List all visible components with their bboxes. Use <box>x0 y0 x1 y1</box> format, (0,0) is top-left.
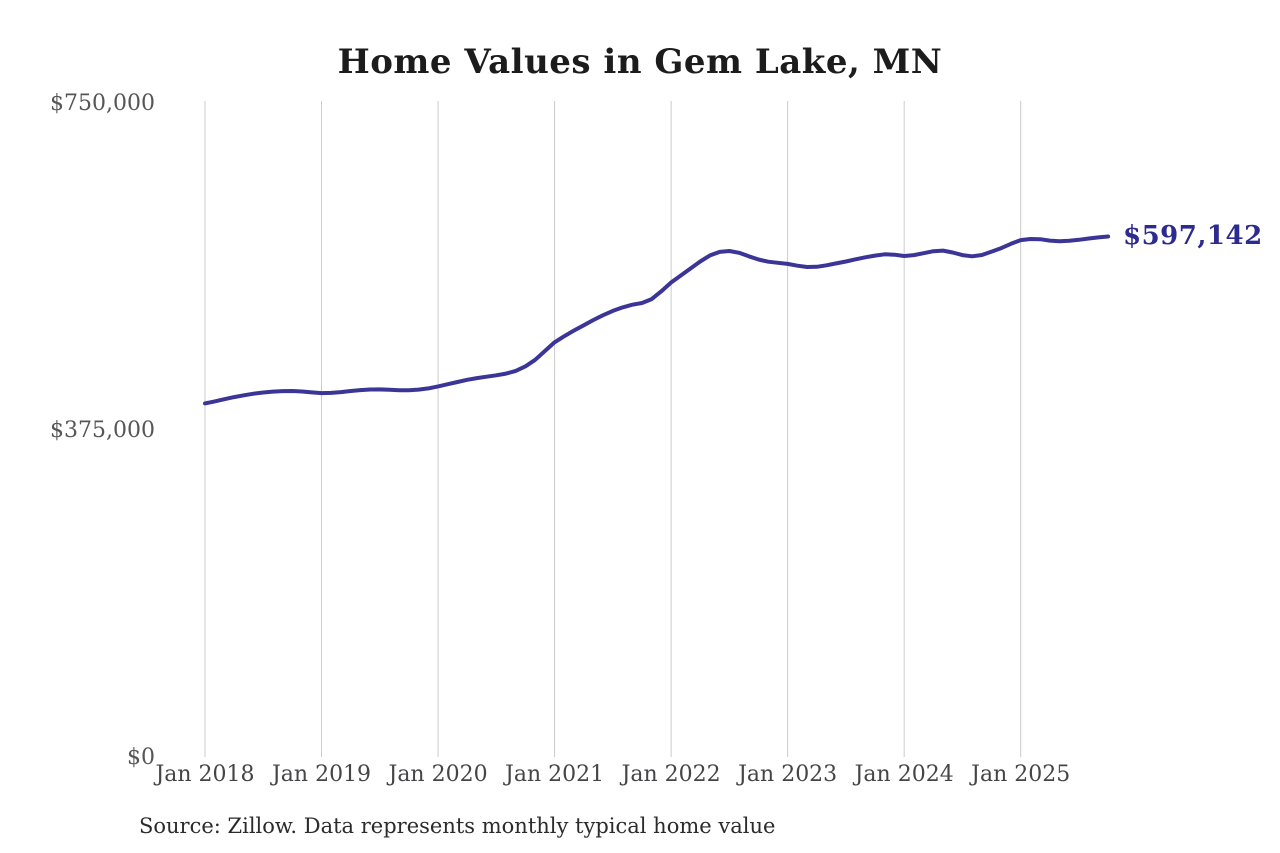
y-axis-label-0: $0 <box>127 745 155 770</box>
vertical-gridlines <box>204 101 1022 757</box>
x-axis-label-jan-2020: Jan 2020 <box>388 762 488 787</box>
y-axis-label-375000: $375,000 <box>50 418 155 443</box>
x-axis-label-jan-2022: Jan 2022 <box>621 762 721 787</box>
y-axis-label-750000: $750,000 <box>50 91 155 116</box>
latest-value-label: $597,142 <box>1123 221 1263 251</box>
x-axis-label-jan-2025: Jan 2025 <box>971 762 1071 787</box>
x-axis-label-jan-2019: Jan 2019 <box>271 762 372 787</box>
home-value-line <box>203 234 1111 406</box>
source-note: Source: Zillow. Data represents monthly … <box>139 814 776 838</box>
x-axis-label-jan-2023: Jan 2023 <box>738 762 838 787</box>
chart-title: Home Values in Gem Lake, MN <box>337 42 943 82</box>
x-axis-label-jan-2021: Jan 2021 <box>505 762 605 787</box>
x-axis-label-jan-2024: Jan 2024 <box>854 762 954 787</box>
x-axis-label-jan-2018: Jan 2018 <box>155 762 255 787</box>
